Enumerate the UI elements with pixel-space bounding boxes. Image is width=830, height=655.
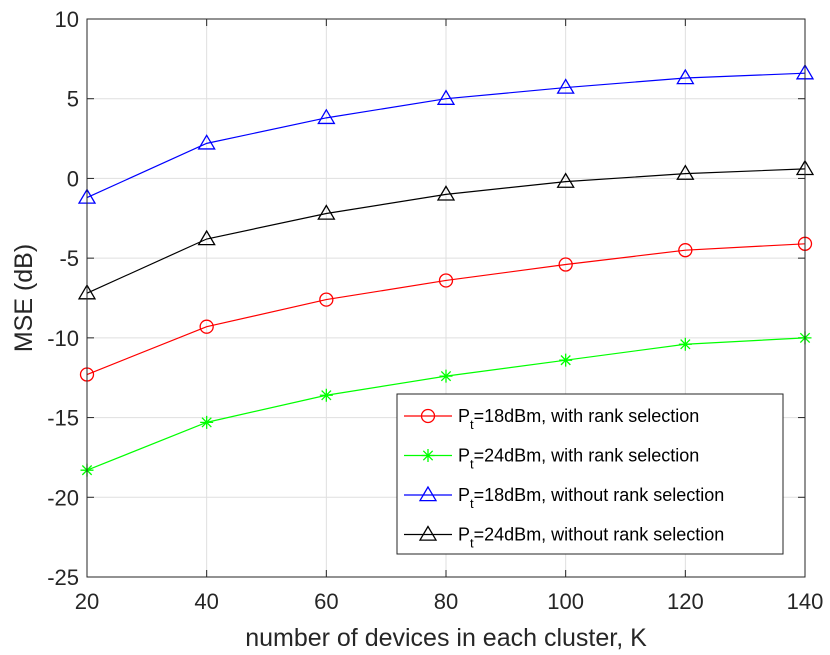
- data-point: [436, 185, 456, 201]
- x-tick-label: 40: [194, 589, 218, 614]
- legend-item: Pt=18dBm, with rank selection: [404, 406, 699, 432]
- data-point: [199, 319, 214, 334]
- legend-label-main: P: [458, 406, 470, 426]
- data-point: [556, 172, 575, 188]
- y-tick-label: -25: [47, 565, 79, 590]
- data-point: [317, 204, 336, 220]
- legend-swatch-marker: [420, 408, 436, 424]
- legend-swatch-marker: [418, 485, 438, 502]
- legend-box: [396, 393, 784, 555]
- legend-label: Pt=24dBm, with rank selection: [458, 446, 699, 472]
- data-point: [319, 388, 333, 402]
- legend-label: Pt=18dBm, without rank selection: [458, 485, 724, 511]
- y-tick-label: -20: [47, 485, 79, 510]
- legend-item: Pt=24dBm, without rank selection: [404, 525, 724, 551]
- data-point: [676, 164, 695, 180]
- legend-label-main: P: [458, 446, 470, 466]
- legend-label-subscript: t: [470, 536, 474, 551]
- data-point: [439, 369, 453, 383]
- legend-swatch-marker: [421, 449, 435, 462]
- series-line: [86, 243, 806, 376]
- ticks: 20 40 60 80 100 120 140 -25 -20 -15 -10 -5 0 5 10: [47, 7, 823, 614]
- x-tick-label: 60: [314, 589, 338, 614]
- data-point: [559, 353, 573, 367]
- legend-label: Pt=24dBm, without rank selection: [458, 525, 724, 551]
- data-point: [317, 108, 336, 125]
- legend-label-rest: =24dBm, without rank selection: [474, 525, 725, 545]
- y-tick-label: 5: [67, 87, 79, 112]
- legend-label-main: P: [458, 525, 470, 545]
- series-4: [77, 159, 815, 300]
- y-tick-label: -15: [47, 406, 79, 431]
- series-layer: [77, 63, 815, 477]
- y-tick-label: 0: [67, 166, 79, 191]
- data-point: [678, 243, 693, 258]
- x-axis-label: number of devices in each cluster, K: [245, 624, 647, 652]
- series-line: [86, 168, 806, 294]
- legend-swatch-marker: [418, 525, 438, 541]
- legend-item: Pt=18dBm, without rank selection: [404, 485, 724, 511]
- data-point: [558, 257, 573, 272]
- data-point: [676, 68, 695, 85]
- x-tick-label: 120: [667, 589, 704, 614]
- legend-label: Pt=18dBm, with rank selection: [458, 406, 699, 432]
- data-point: [436, 89, 456, 105]
- legend-label-rest: =18dBm, with rank selection: [474, 406, 700, 426]
- series-1: [79, 236, 813, 382]
- y-tick-label: -10: [47, 326, 79, 351]
- legend-label-rest: =18dBm, without rank selection: [474, 485, 725, 505]
- x-tick-label: 100: [547, 589, 584, 614]
- legend-label-main: P: [458, 485, 470, 505]
- legend-label-subscript: t: [470, 457, 474, 472]
- plot-frame: [86, 18, 806, 578]
- data-point: [438, 273, 454, 288]
- data-point: [197, 229, 216, 246]
- legend-label-subscript: t: [470, 417, 474, 432]
- data-point: [556, 78, 575, 94]
- legend-label-rest: =24dBm, with rank selection: [474, 446, 700, 466]
- legend-label-subscript: t: [470, 496, 474, 511]
- y-tick-label: 10: [55, 7, 79, 32]
- y-tick-label: -5: [59, 246, 79, 271]
- data-point: [197, 134, 216, 150]
- legend-item: Pt=24dBm, with rank selection: [404, 446, 699, 472]
- series-line: [86, 72, 806, 199]
- x-tick-label: 80: [434, 589, 458, 614]
- y-axis-label: MSE (dB): [10, 244, 38, 352]
- x-tick-label: 140: [787, 589, 824, 614]
- data-point: [678, 337, 692, 351]
- x-tick-label: 20: [75, 589, 99, 614]
- data-point: [319, 292, 334, 307]
- data-point: [200, 415, 214, 429]
